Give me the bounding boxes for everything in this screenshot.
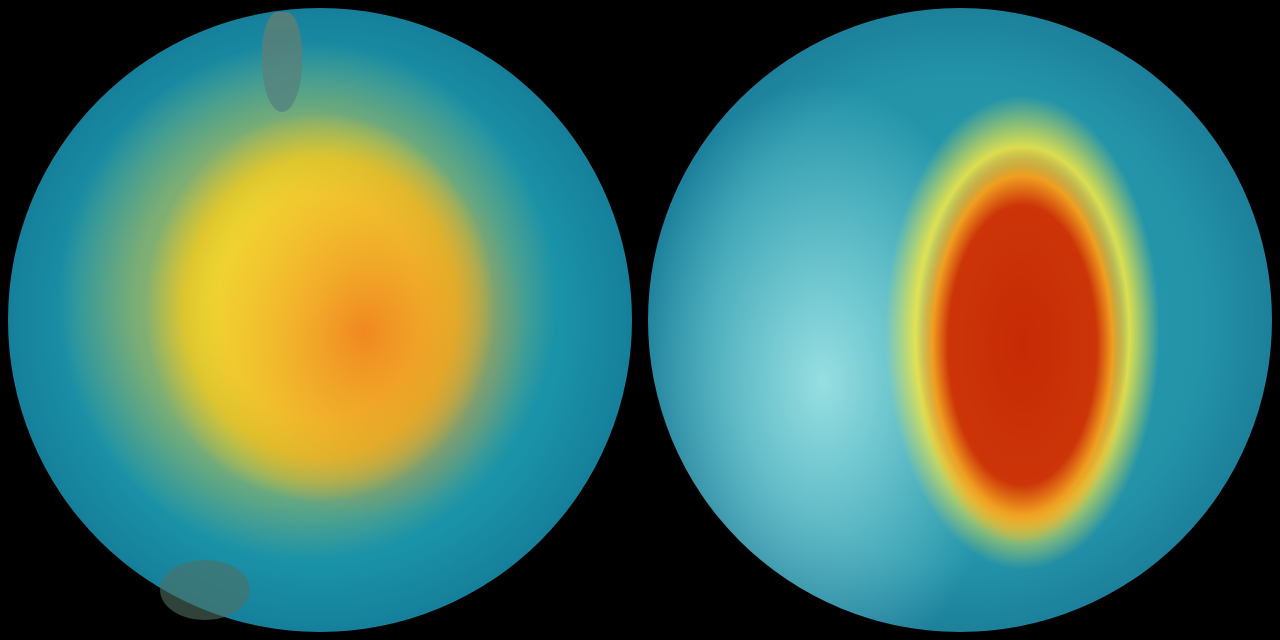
left-globe-image	[8, 8, 632, 632]
south-america-landmass	[262, 12, 302, 112]
right-globe-image	[648, 8, 1272, 632]
australia-landmass	[160, 560, 250, 620]
